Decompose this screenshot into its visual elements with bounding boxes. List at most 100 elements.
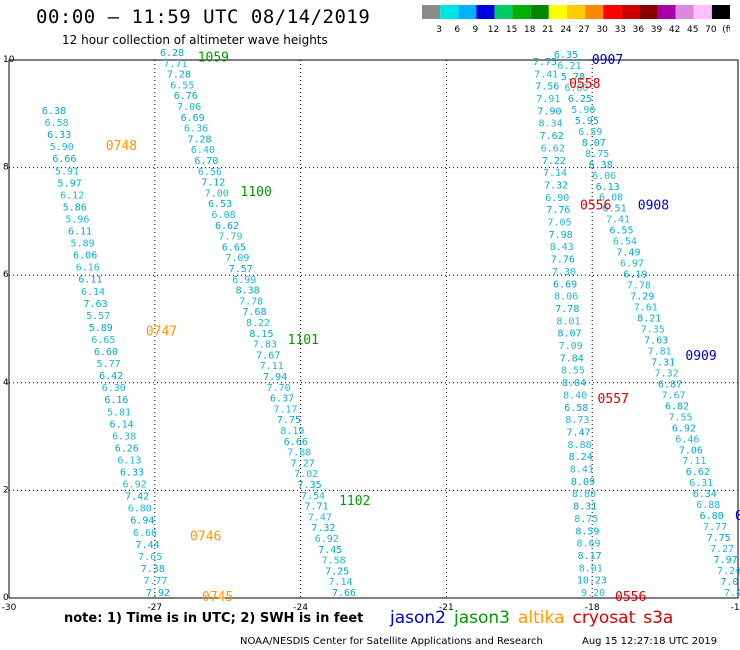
colorbar-tick-label: 45 — [687, 25, 698, 35]
wave-height-value: 6.55 — [170, 80, 194, 91]
wave-height-value: 8.75 — [574, 514, 598, 525]
colorbar-swatch — [657, 5, 676, 19]
wave-height-value: 7.90 — [537, 106, 561, 117]
wave-height-value: 8.22 — [246, 318, 270, 329]
wave-height-value: 7.78 — [627, 281, 651, 292]
wave-height-value: 6.60 — [564, 83, 588, 94]
colorbar-swatch — [422, 5, 441, 19]
wave-height-value: 6.60 — [94, 347, 118, 358]
wave-height-value: 5.77 — [97, 359, 121, 370]
wave-height-value: 7.77 — [143, 576, 167, 587]
wave-height-value: 7.27 — [291, 458, 315, 469]
wave-height-value: 6.66 — [52, 154, 76, 165]
wave-height-value: 7.35 — [641, 324, 665, 335]
wave-height-value: 8.07 — [558, 329, 582, 340]
wave-height-value: 7.71 — [163, 59, 187, 70]
ground-track-jason3: 6.287.717.286.556.767.066.696.367.286.40… — [160, 48, 370, 599]
wave-height-value: 8.19 — [280, 426, 304, 437]
pass-time-label: 0907 — [592, 53, 623, 68]
wave-height-value: 6.88 — [696, 500, 720, 511]
colorbar-swatch — [566, 5, 586, 19]
wave-height-value: 6.66 — [284, 437, 308, 448]
wave-height-value: 6.16 — [104, 395, 128, 406]
colorbar-swatch — [548, 5, 567, 19]
colorbar-swatch — [603, 5, 622, 19]
wave-height-value: 7.06 — [679, 445, 703, 456]
colorbar-swatch — [675, 5, 694, 19]
wave-height-value: 10.23 — [577, 576, 607, 587]
wave-height-value: 8.75 — [585, 149, 609, 160]
wave-height-value: 5.96 — [65, 214, 89, 225]
footnote: note: 1) Time is in UTC; 2) SWH is in fe… — [64, 611, 364, 626]
wave-height-value: 7.65 — [138, 552, 162, 563]
wave-height-value: 6.94 — [130, 516, 154, 527]
pass-time-label: 0556 — [580, 198, 611, 213]
wave-height-value: 6.33 — [120, 468, 144, 479]
wave-height-value: 7.24 — [717, 566, 740, 577]
wave-height-value: 6.56 — [198, 167, 222, 178]
ground-track-altika: 6.386.586.335.906.665.915.976.125.865.96… — [42, 106, 233, 605]
pass-time-label: 0908 — [638, 198, 669, 213]
wave-height-value: 6.58 — [45, 118, 69, 129]
wave-height-value: 6.36 — [184, 124, 208, 135]
colorbar-tick-label: 42 — [669, 25, 680, 35]
colorbar-swatch — [585, 5, 604, 19]
wave-height-value: 6.58 — [564, 403, 588, 414]
wave-height-value: 8.38 — [236, 286, 260, 297]
wave-height-value: 6.46 — [675, 434, 699, 445]
wave-height-value: 8.24 — [569, 452, 593, 463]
latitude-tick-label: 8 — [3, 163, 9, 173]
wave-height-value: 7.66 — [332, 588, 356, 599]
wave-height-value: 7.32 — [655, 368, 679, 379]
colorbar-swatch — [476, 5, 495, 19]
pass-time-label: 0748 — [106, 139, 137, 154]
colorbar-tick-label: 9 — [472, 25, 478, 35]
colorbar-swatch — [711, 5, 730, 19]
wave-height-value: 6.26 — [115, 443, 139, 454]
wave-height-value: 6.92 — [315, 534, 339, 545]
wave-height-value: 6.06 — [73, 251, 97, 262]
wave-height-value: 5.90 — [571, 105, 595, 116]
wave-height-value: 8.40 — [563, 390, 587, 401]
wave-height-value: 7.58 — [322, 556, 346, 567]
wave-height-value: 8.06 — [554, 292, 578, 303]
wave-height-value: 7.83 — [253, 340, 277, 351]
wave-height-value: 6.28 — [160, 48, 184, 59]
wave-height-value: 8.80 — [572, 489, 596, 500]
wave-height-value: 7.35 — [298, 480, 322, 491]
ground-track-jason2: 6.356.215.786.606.255.905.956.598.078.75… — [554, 50, 740, 599]
colorbar-tick-label: 30 — [596, 25, 608, 35]
wave-height-value: 7.00 — [205, 188, 229, 199]
wave-height-value: 7.98 — [549, 230, 573, 241]
wave-height-value: 7.14 — [329, 577, 353, 588]
wave-height-value: 6.33 — [47, 130, 71, 141]
wave-height-value: 7.31 — [651, 357, 675, 368]
wave-height-value: 6.97 — [620, 259, 644, 270]
wave-height-value: 5.90 — [50, 142, 74, 153]
wave-height-value: 6.37 — [270, 394, 294, 405]
wave-height-value: 7.47 — [308, 512, 332, 523]
wave-height-value: 7.84 — [560, 353, 584, 364]
wave-height-value: 5.95 — [575, 116, 599, 127]
wave-height-value: 8.55 — [561, 366, 585, 377]
wave-height-value: 6.14 — [110, 419, 134, 430]
wave-height-value: 7.09 — [225, 253, 249, 264]
pass-time-label: 0558 — [569, 77, 600, 92]
wave-height-value: 7.70 — [267, 383, 291, 394]
wave-height-value: 6.08 — [212, 210, 236, 221]
colorbar-swatch — [693, 5, 712, 19]
wave-height-value: 5.97 — [58, 178, 82, 189]
wave-height-value: 7.81 — [648, 346, 672, 357]
latitude-tick-label: 0 — [3, 593, 9, 603]
pass-time-label: 0745 — [202, 590, 233, 605]
wave-height-value: 8.88 — [568, 440, 592, 451]
wave-height-value: 5.89 — [89, 323, 113, 334]
wave-height-value: 8.15 — [249, 329, 273, 340]
wave-height-value: 7.67 — [662, 390, 686, 401]
wave-height-value: 8.17 — [578, 551, 602, 562]
longitude-tick-label: -30 — [2, 603, 17, 610]
wave-height-value: 6.66 — [133, 528, 157, 539]
wave-height-value: 6.54 — [613, 237, 637, 248]
pass-time-label: 1059 — [198, 50, 229, 65]
legend-item-jason2: jason2 — [390, 608, 446, 628]
